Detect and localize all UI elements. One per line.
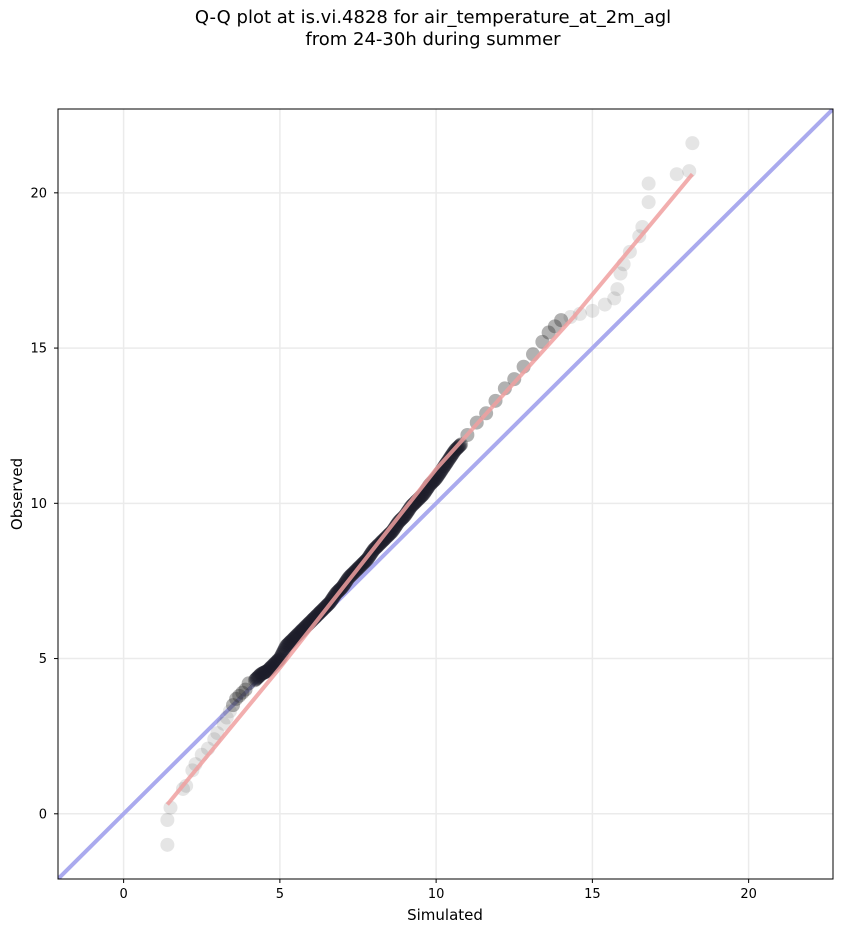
scatter-point [256,666,271,681]
scatter-point [259,664,274,679]
x-tick-label: 10 [428,887,445,902]
scatter-point [287,630,302,645]
scatter-point [260,663,275,678]
scatter-point [248,672,263,687]
scatter-point [222,704,237,719]
scatter-point [554,313,569,328]
scatter-point [280,638,295,653]
scatter-point [238,682,253,697]
scatter-point [312,606,327,621]
scatter-point [278,641,293,656]
y-tick-label: 0 [39,807,47,822]
scatter-point [277,643,292,658]
x-axis-label: Simulated [407,906,483,924]
scatter-point [235,685,250,700]
scatter-point [669,167,684,182]
x-tick-label: 20 [740,887,757,902]
scatter-point [258,665,273,680]
chart-title-line1: Q-Q plot at is.vi.4828 for air_temperatu… [194,7,672,28]
scatter-point [257,665,272,680]
scatter-points [160,136,700,852]
grid-lines [58,109,833,879]
x-tick-label: 15 [584,887,601,902]
scatter-point [547,319,562,334]
scatter-point [641,176,656,191]
scatter-point [255,666,270,681]
scatter-point [610,282,625,297]
scatter-point [607,291,622,306]
scatter-point [219,710,234,725]
scatter-point [378,531,393,546]
scatter-point [226,698,240,713]
y-tick-label: 5 [39,652,47,667]
chart-title-line2: from 24-30h during summer [305,29,561,50]
scatter-point [572,306,587,321]
scatter-point [282,636,297,651]
y-axis-label: Observed [8,458,26,530]
scatter-point [613,266,628,281]
scatter-point [283,634,298,649]
scatter-point [685,136,700,151]
scatter-point [263,660,278,675]
scatter-point [279,639,294,654]
scatter-point [585,303,600,318]
scatter-point [261,662,276,677]
scatter-point [262,661,277,676]
y-axis-ticks: 0 5 10 15 20 [30,186,58,822]
scatter-point [641,195,656,210]
scatter-point [285,632,300,647]
plot-frame [57,108,834,880]
chart-title: Q-Q plot at is.vi.4828 for air_temperatu… [0,7,843,51]
scatter-point [281,637,296,652]
scatter-point [254,667,269,682]
scatter-point [541,325,556,340]
scatter-point [597,297,612,312]
scatter-point [232,688,247,703]
scatter-point [443,449,458,464]
scatter-point [179,778,194,793]
scatter-point [286,631,301,646]
y-tick-label: 15 [30,342,47,357]
scatter-point [251,670,265,685]
regression-fit-line [165,172,694,806]
scatter-point [284,633,299,648]
scatter-point [249,671,264,686]
scatter-point [160,837,175,852]
scatter-point [216,716,231,731]
x-tick-label: 5 [276,887,284,902]
scatter-point [160,813,175,828]
scatter-point [241,676,256,691]
x-axis-ticks: 0 5 10 15 20 [119,879,757,902]
identity-reference-line [58,109,833,879]
x-tick-label: 0 [119,887,127,902]
scatter-point [264,659,279,674]
scatter-point [247,673,262,688]
scatter-point [253,668,268,683]
scatter-point [229,691,244,706]
scatter-point [442,451,457,466]
scatter-point [265,658,280,673]
scatter-point [252,669,267,684]
y-tick-label: 10 [30,497,47,512]
y-tick-label: 20 [30,186,47,201]
scatter-point [507,372,522,387]
scatter-point [276,645,290,660]
scatter-point [313,604,328,619]
